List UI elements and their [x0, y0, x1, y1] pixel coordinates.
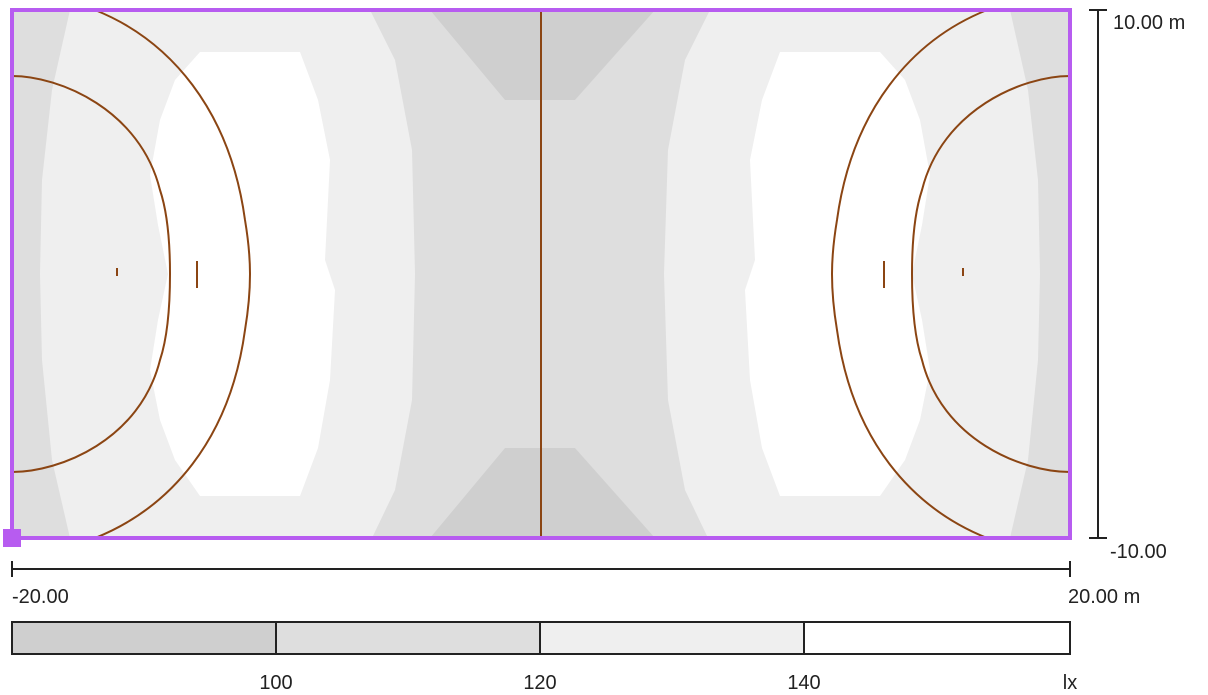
legend-tick-120: 120: [523, 672, 556, 694]
legend-unit: lx: [1063, 672, 1077, 694]
legend-band-1: [11, 621, 277, 655]
horizontal-scale: [11, 561, 1071, 577]
y-max-label: 10.00 m: [1113, 12, 1185, 34]
calculation-area-boundary: [10, 8, 1072, 540]
goal-area-right: [910, 75, 1071, 473]
illuminance-legend: 100 120 140 lx: [11, 621, 1077, 694]
x-max-label: 20.00 m: [1068, 586, 1140, 608]
origin-marker: [3, 529, 21, 547]
contour-band-white-left: [150, 52, 335, 496]
goal-area-left: [11, 75, 172, 473]
legend-tick-100: 100: [259, 672, 292, 694]
contour-band-white-right: [745, 52, 930, 496]
legend-band-3: [539, 621, 805, 655]
x-min-label: -20.00: [12, 586, 69, 608]
free-throw-arc-right: [830, 9, 988, 539]
legend-tick-140: 140: [787, 672, 820, 694]
legend-band-2: [275, 621, 541, 655]
y-min-label: -10.00: [1110, 541, 1167, 563]
vertical-scale: [1089, 9, 1107, 539]
free-throw-arc-left: [94, 9, 252, 539]
legend-band-4: [803, 621, 1071, 655]
court-markings: [11, 9, 1071, 539]
